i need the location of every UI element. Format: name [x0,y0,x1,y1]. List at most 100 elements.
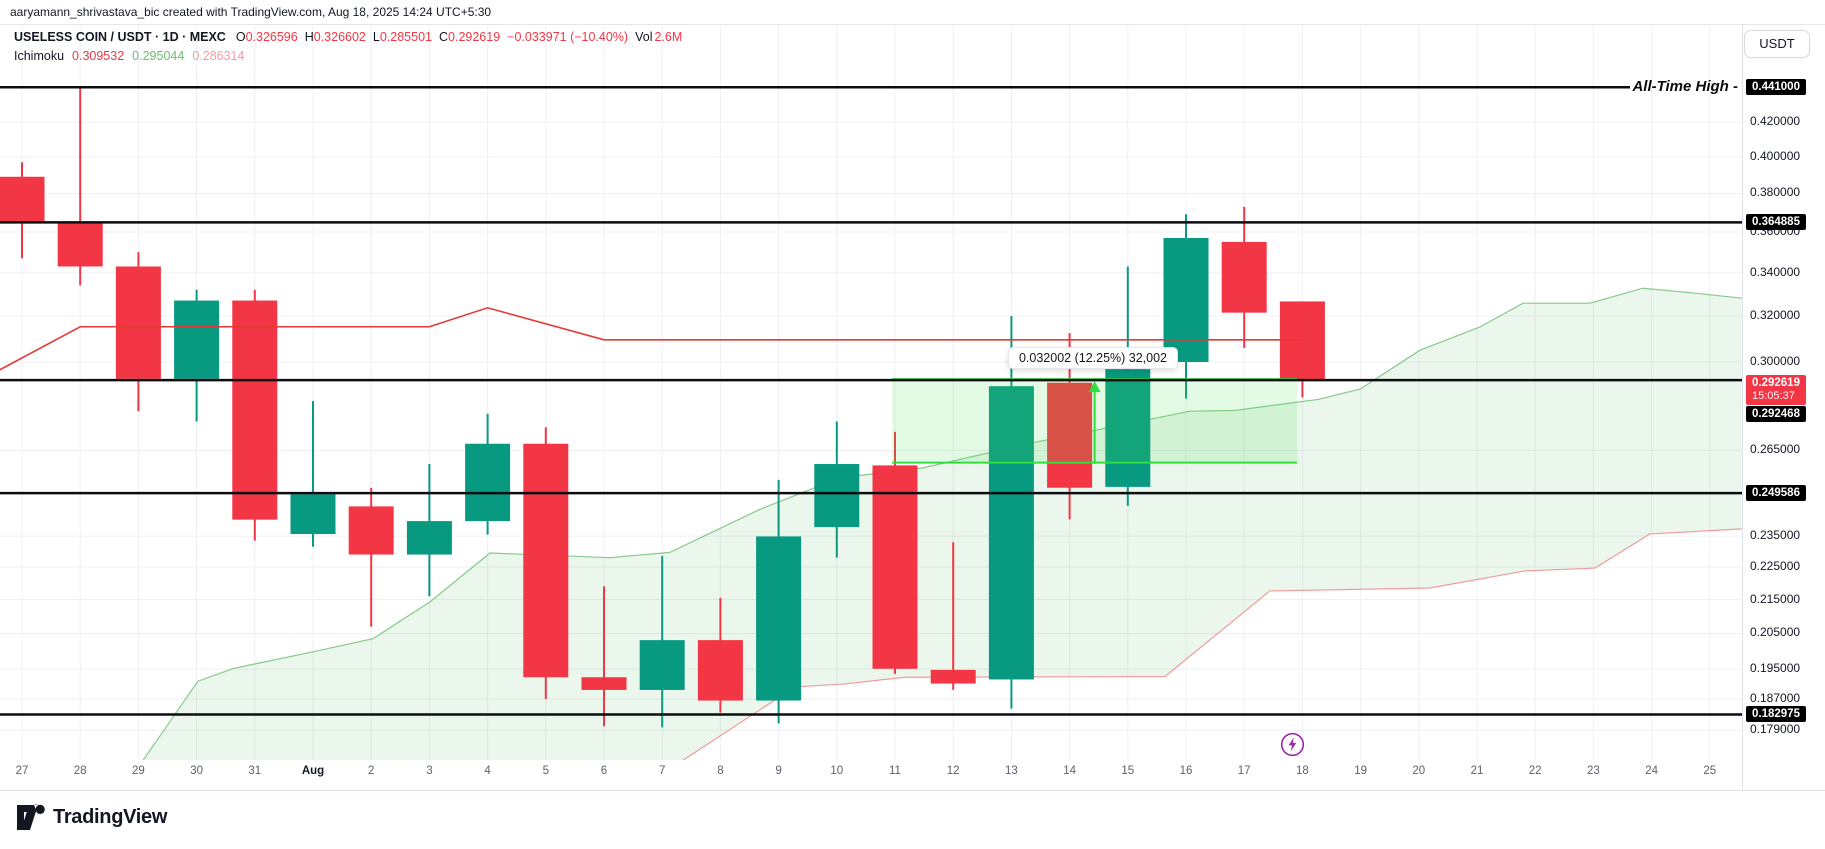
price-tick-label: 0.195000 [1750,661,1801,676]
candle-body [1163,237,1209,362]
bar-countdown-timer: 15:05:37 [1752,389,1795,402]
ichimoku-value-2: 0.286314 [192,49,245,63]
date-label: 4 [484,765,491,777]
measure-arrow-up [1088,381,1101,393]
time-axis[interactable]: 27 28 29 30 31 Aug 2 3 4 5 6 7 8 9 10 11 12 13 14 15 16 17 18 1… [0,760,1742,790]
candle-body [930,669,976,684]
candle-body [115,266,161,379]
candle-body [1047,382,1093,488]
chart-legend: USELESS COIN / USDT · 1D · MEXC O0.326596… [14,29,682,65]
price-line-badge: 0.292468 [1746,405,1806,422]
logo-text: TradingView [53,805,168,828]
ohlc-c: C0.292619 [438,30,501,44]
candle-body [814,464,860,528]
indicator-legend-row[interactable]: Ichimoku 0.309532 0.295044 0.286314 [14,48,682,65]
candle-body [57,222,103,267]
candle-body [988,386,1034,680]
date-label: 3 [426,765,433,777]
currency-toggle-button[interactable]: USDT [1744,30,1810,58]
tradingview-glyph-icon [17,804,45,830]
candle-body [639,640,685,690]
candle-body [0,176,45,223]
symbol-title[interactable]: USELESS COIN / USDT · 1D · MEXC [14,30,226,44]
attribution-bar: aaryamann_shrivastava_bic created with T… [0,0,1825,25]
price-tick-label: 0.265000 [1750,442,1801,457]
price-line-badge: 0.364885 [1746,213,1806,230]
date-label: 21 [1470,765,1484,777]
date-label: 13 [1004,765,1018,777]
price-line-badge: 0.441000 [1746,78,1806,95]
all-time-high-label: All-Time High - [1632,78,1738,95]
date-label: 6 [600,765,608,777]
date-label: 23 [1586,765,1600,777]
price-tick-label: 0.215000 [1750,591,1801,606]
candle-body [290,494,336,534]
price-tick-label: 0.320000 [1750,307,1801,322]
date-label: 10 [830,765,844,777]
date-label: 11 [889,765,901,777]
ohlc-o: O0.326596 [235,30,298,44]
date-label: 29 [131,765,145,777]
date-label: 7 [658,765,666,777]
lightning-icon [1280,732,1305,757]
date-label: 2 [367,765,375,777]
date-label: 27 [15,765,29,777]
price-tick-label: 0.380000 [1750,185,1801,200]
date-label: 30 [190,765,203,777]
measure-tooltip: 0.032002 (12.25%) 32,002 [1007,347,1179,369]
date-label: 12 [946,765,960,777]
symbol-legend-row[interactable]: USELESS COIN / USDT · 1D · MEXC O0.326596… [14,29,682,46]
candle-body [174,300,220,379]
candle-body [872,465,918,669]
candle-body [1279,301,1325,380]
candle-body [756,536,802,701]
date-label: 16 [1179,765,1193,777]
candle-body [523,443,569,678]
indicator-values: 0.309532 0.295044 0.286314 [72,49,252,63]
date-label: 17 [1237,765,1251,777]
plot-area[interactable] [0,26,1742,788]
ichimoku-value-1: 0.295044 [132,49,185,63]
kijun-line [0,306,1303,371]
indicator-name[interactable]: Ichimoku [14,49,65,63]
price-tick-label: 0.235000 [1750,528,1801,543]
price-tick-label: 0.225000 [1750,559,1801,574]
date-label: 15 [1121,765,1135,777]
candle-body [465,443,511,522]
instant-trading-button[interactable] [1280,732,1305,757]
date-label: 25 [1703,765,1717,777]
candle-body [232,300,278,520]
date-label: 5 [542,765,549,777]
date-label: 28 [73,765,87,777]
price-tick-label: 0.420000 [1750,114,1801,129]
ichimoku-value-0: 0.309532 [72,49,125,63]
price-tick-label: 0.187000 [1750,691,1801,706]
last-price-value: 0.292619 [1752,376,1800,389]
candle-body [581,677,627,690]
ohlc-l: L0.285501 [372,30,432,44]
date-label: 20 [1412,765,1426,777]
tradingview-logo[interactable]: TradingView [16,799,167,835]
date-label: 24 [1645,765,1658,777]
volume-label: Vol [635,30,653,44]
date-label: 18 [1295,765,1309,777]
ohlc-h: H0.326602 [304,30,366,44]
last-price-badge: 0.292619 15:05:37 [1746,374,1806,405]
price-axis[interactable]: 0.292619 15:05:37 0.420000 0.400000 0.3800… [1742,25,1825,790]
candle-body [1221,241,1267,313]
price-line-badge: 0.182975 [1746,706,1806,723]
date-label: 22 [1528,765,1542,777]
price-tick-label: 0.300000 [1750,354,1801,368]
date-label: Aug [301,765,325,777]
candle-body [348,506,394,555]
price-tick-label: 0.205000 [1750,625,1801,640]
senkou-b-line [682,528,1742,760]
price-line-badge: 0.249586 [1746,484,1806,501]
volume-value: 2.6M [654,30,683,44]
price-tick-label: 0.400000 [1750,148,1801,163]
date-label: 19 [1354,765,1367,777]
date-label: 14 [1063,765,1076,777]
date-label: 31 [248,765,262,777]
ohlc-values: O0.326596 H0.326602 L0.285501 C0.292619 [236,30,507,44]
